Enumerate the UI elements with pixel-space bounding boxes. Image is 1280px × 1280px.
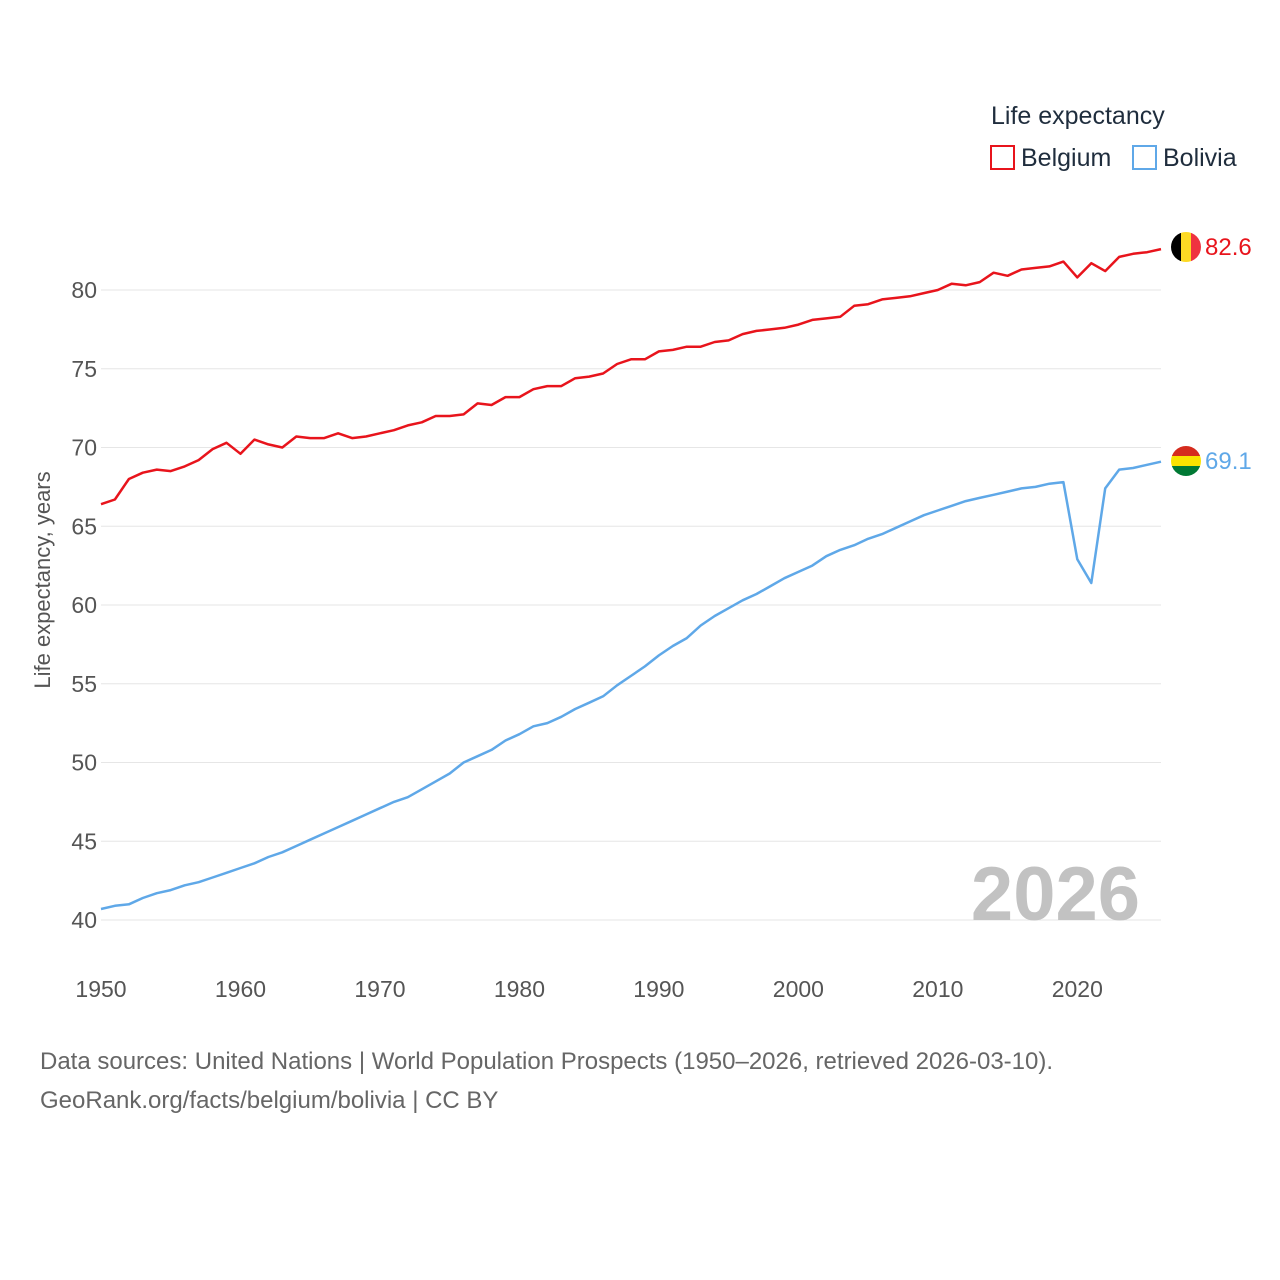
line-chart: 40 45 50 55 60 65 70 75 80 1950 1960 1970 1980 1990 2… (30, 102, 1252, 1002)
y-tick-label-65: 65 (71, 513, 97, 539)
legend-item-bolivia[interactable]: Bolivia (1132, 144, 1237, 172)
series-lines (100, 247, 1162, 911)
y-tick-label-70: 70 (71, 435, 97, 461)
x-tick-label-1950: 1950 (75, 976, 126, 1002)
legend-swatch-bolivia (1132, 145, 1157, 170)
y-tick-label-60: 60 (71, 592, 97, 618)
legend-label-belgium: Belgium (1021, 144, 1111, 172)
x-tick-label-1990: 1990 (633, 976, 684, 1002)
series-line-belgium[interactable] (100, 247, 1162, 506)
y-axis-ticks: 40 45 50 55 60 65 70 75 80 (71, 277, 97, 933)
end-value-bolivia: 69.1 (1205, 448, 1252, 475)
legend-item-belgium[interactable]: Belgium (990, 144, 1111, 172)
legend-title: Life expectancy (991, 102, 1165, 130)
legend-swatch-belgium (990, 145, 1015, 170)
legend-label-bolivia: Bolivia (1163, 144, 1237, 172)
y-axis-title: Life expectancy, years (30, 471, 55, 688)
footer: Data sources: United Nations | World Pop… (40, 1042, 1053, 1120)
bolivia-flag-icon (1171, 446, 1201, 476)
y-tick-label-55: 55 (71, 671, 97, 697)
x-tick-label-1980: 1980 (494, 976, 545, 1002)
footer-attribution[interactable]: GeoRank.org/facts/belgium/bolivia | CC B… (40, 1087, 499, 1114)
y-tick-label-80: 80 (71, 277, 97, 303)
series-line-bolivia[interactable] (100, 460, 1162, 911)
end-value-belgium: 82.6 (1205, 234, 1252, 261)
x-tick-label-2000: 2000 (773, 976, 824, 1002)
footer-data-sources: Data sources: United Nations | World Pop… (40, 1048, 1054, 1075)
x-tick-label-1960: 1960 (215, 976, 266, 1002)
y-tick-label-45: 45 (71, 828, 97, 854)
gridlines (101, 289, 1161, 921)
x-tick-label-1970: 1970 (354, 976, 405, 1002)
belgium-flag-icon (1171, 232, 1201, 262)
x-tick-label-2010: 2010 (912, 976, 963, 1002)
year-watermark: 2026 (971, 852, 1140, 937)
y-tick-label-75: 75 (71, 356, 97, 382)
x-axis-ticks: 1950 1960 1970 1980 1990 2000 2010 2020 (75, 976, 1102, 1002)
legend: Life expectancy Belgium Bolivia (990, 102, 1237, 172)
y-tick-label-50: 50 (71, 750, 97, 776)
y-tick-label-40: 40 (71, 907, 97, 933)
x-tick-label-2020: 2020 (1052, 976, 1103, 1002)
